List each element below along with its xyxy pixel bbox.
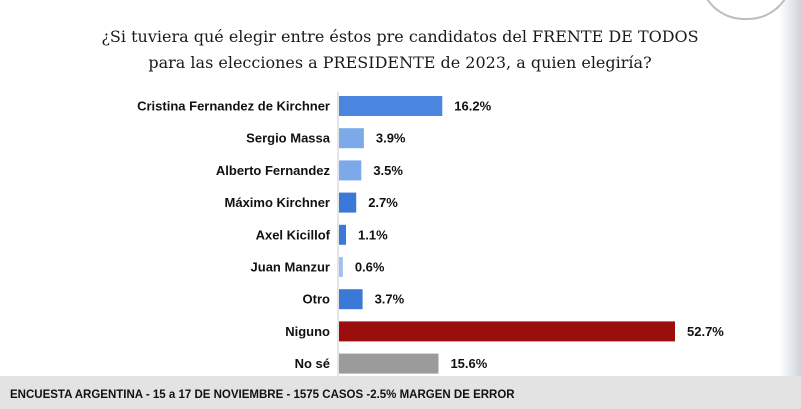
data-label: 16.2% bbox=[454, 99, 491, 114]
bar bbox=[339, 160, 361, 180]
bar-chart: Cristina Fernandez de Kirchner 16.2% Sergi… bbox=[0, 0, 801, 376]
bar bbox=[339, 225, 346, 245]
category-label: Cristina Fernandez de Kirchner bbox=[137, 99, 330, 114]
bar bbox=[339, 128, 364, 148]
bar bbox=[339, 289, 363, 309]
data-label: 1.1% bbox=[358, 227, 388, 242]
category-label: Máximo Kirchner bbox=[225, 195, 330, 210]
data-label: 3.7% bbox=[375, 292, 405, 307]
category-label: Axel Kicillof bbox=[256, 227, 331, 242]
bar bbox=[339, 193, 356, 213]
data-label: 3.9% bbox=[376, 131, 406, 146]
bar bbox=[339, 321, 675, 341]
bar bbox=[339, 257, 343, 277]
data-label: 0.6% bbox=[355, 260, 385, 275]
bar bbox=[339, 96, 442, 116]
data-label: 15.6% bbox=[450, 356, 487, 371]
footer-text: ENCUESTA ARGENTINA - 15 a 17 DE NOVIEMBR… bbox=[10, 389, 515, 401]
category-label: Otro bbox=[303, 292, 331, 307]
category-label: Alberto Fernandez bbox=[216, 163, 331, 178]
data-label: 2.7% bbox=[368, 195, 398, 210]
category-label: Juan Manzur bbox=[251, 260, 330, 275]
data-label: 3.5% bbox=[373, 163, 403, 178]
category-label: Niguno bbox=[285, 324, 330, 339]
data-label: 52.7% bbox=[687, 324, 724, 339]
bar bbox=[339, 354, 438, 374]
category-label: Sergio Massa bbox=[246, 131, 331, 146]
category-label: No sé bbox=[295, 356, 330, 371]
